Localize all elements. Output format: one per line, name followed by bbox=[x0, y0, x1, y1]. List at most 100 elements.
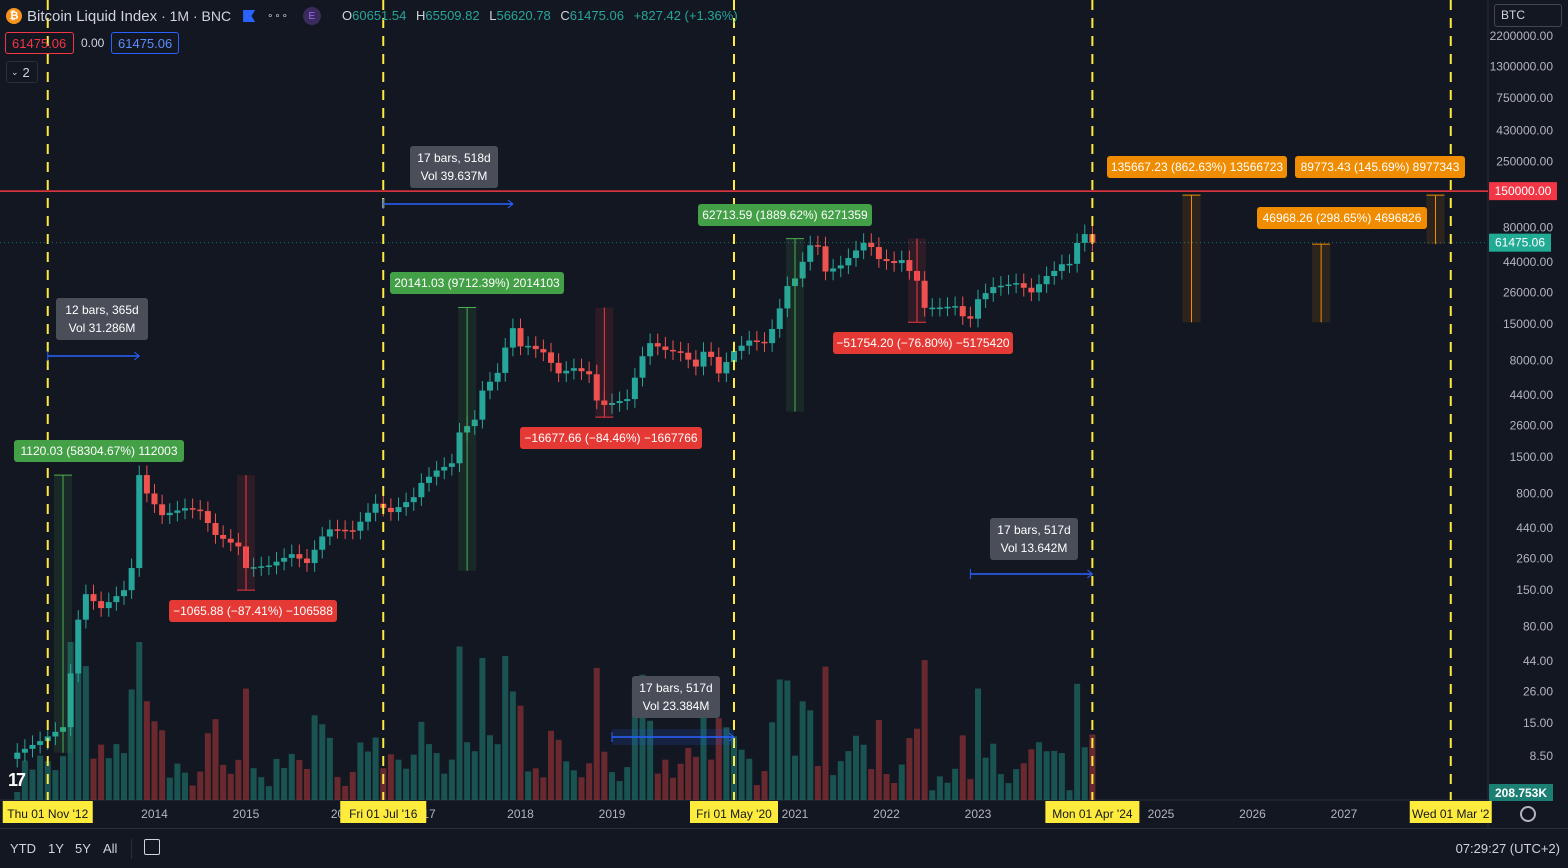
volume-bar bbox=[761, 771, 768, 800]
interval-exchange[interactable]: · 1M · BNC bbox=[161, 8, 232, 24]
candle-body bbox=[647, 343, 654, 357]
range-5y-button[interactable]: 5Y bbox=[75, 841, 91, 856]
price-tick-label: 800.00 bbox=[1516, 486, 1553, 500]
volume-bar bbox=[822, 666, 829, 800]
candle-body bbox=[853, 250, 859, 259]
candle-body bbox=[1051, 270, 1058, 277]
measure-label-text: 89773.43 (145.69%) 8977343 bbox=[1301, 160, 1460, 174]
price-tick-label: 1500.00 bbox=[1510, 450, 1554, 464]
candle-body bbox=[319, 536, 326, 550]
candle-body bbox=[151, 493, 158, 505]
candle-body bbox=[700, 351, 707, 367]
candle-body bbox=[715, 356, 722, 374]
volume-bar bbox=[37, 755, 44, 800]
volume-bar bbox=[372, 737, 379, 800]
volume-bar bbox=[1020, 763, 1027, 800]
price-tick-label: 440.00 bbox=[1516, 521, 1553, 535]
volume-bar bbox=[494, 744, 501, 800]
volume-bar bbox=[273, 758, 280, 800]
symbol-title[interactable]: Bitcoin Liquid Index bbox=[27, 7, 158, 25]
volume-bar bbox=[616, 781, 623, 800]
date-range-vol-text: Vol 23.384M bbox=[643, 699, 710, 713]
volume-bar bbox=[311, 715, 318, 800]
range-all-button[interactable]: All bbox=[103, 841, 118, 856]
candle-body bbox=[746, 340, 753, 346]
date-range-arrow bbox=[1087, 569, 1094, 579]
spread-value: 0.00 bbox=[81, 36, 105, 50]
candle-body bbox=[738, 345, 745, 351]
measure-label-text: −51754.20 (−76.80%) −5175420 bbox=[836, 336, 1009, 350]
candle-body bbox=[517, 328, 524, 347]
candle-body bbox=[342, 529, 349, 532]
candle-body bbox=[410, 497, 417, 503]
earnings-badge[interactable]: E bbox=[302, 7, 321, 25]
volume-bar bbox=[769, 722, 776, 800]
gear-icon[interactable] bbox=[1520, 806, 1536, 822]
volume-bar bbox=[586, 763, 593, 800]
volume-bar bbox=[1058, 753, 1065, 800]
price-tick-label: 44.00 bbox=[1523, 654, 1553, 668]
candle-body bbox=[883, 259, 890, 262]
scale-symbol-box[interactable]: BTC bbox=[1494, 4, 1562, 27]
more-icon[interactable]: ∘∘∘ bbox=[267, 10, 289, 22]
time-tick-label: 2022 bbox=[873, 807, 900, 821]
volume-bar bbox=[814, 766, 821, 800]
candle-body bbox=[281, 557, 288, 562]
volume-bar bbox=[952, 768, 959, 800]
volume-bar bbox=[906, 738, 913, 800]
candle-body bbox=[426, 476, 432, 483]
date-range-vol-text: Vol 39.637M bbox=[421, 169, 488, 183]
marker-date-tag bbox=[690, 801, 778, 823]
volume-bar bbox=[982, 757, 989, 800]
candle-body bbox=[418, 482, 425, 498]
flag-icon[interactable] bbox=[243, 10, 256, 22]
price-tick-label: 2200000.00 bbox=[1490, 29, 1554, 43]
volume-bar bbox=[570, 770, 577, 800]
volume-bar bbox=[944, 782, 951, 800]
candle-body bbox=[197, 509, 204, 512]
candle-body bbox=[128, 568, 135, 591]
measure-label-bg bbox=[1257, 207, 1427, 229]
calendar-icon[interactable] bbox=[144, 839, 160, 855]
volume-bar bbox=[929, 790, 936, 800]
volume-bar bbox=[395, 759, 402, 800]
candle-body bbox=[304, 558, 310, 564]
hline-price-tag bbox=[1489, 182, 1557, 201]
range-1y-button[interactable]: 1Y bbox=[48, 841, 64, 856]
clock-display[interactable]: 07:29:27 (UTC+2) bbox=[1455, 841, 1560, 856]
symbol-header[interactable]: ₿ Bitcoin Liquid Index · 1M · BNC ∘∘∘ E bbox=[6, 5, 321, 27]
volume-bar bbox=[517, 705, 524, 800]
candle-body bbox=[631, 377, 638, 400]
collapse-indicators-button[interactable]: ⌄ 2 bbox=[6, 61, 38, 83]
range-ytd-button[interactable]: YTD bbox=[10, 841, 36, 856]
measure-label-bg bbox=[698, 204, 872, 226]
volume-bar bbox=[936, 776, 943, 800]
candle-body bbox=[753, 340, 760, 343]
volume-bar bbox=[258, 777, 265, 800]
candle-body bbox=[174, 510, 181, 513]
volume-bar bbox=[990, 743, 997, 800]
candle-body bbox=[90, 594, 97, 602]
ohlc-close-label: C bbox=[560, 8, 570, 23]
candle-body bbox=[311, 549, 318, 564]
sell-price-button[interactable]: 61475.06 bbox=[5, 32, 74, 54]
date-range-arrow bbox=[728, 732, 735, 742]
candle-body bbox=[723, 362, 730, 374]
candle-body bbox=[769, 328, 776, 344]
marker-date-text: Mon 01 Apr '24 bbox=[1052, 807, 1133, 821]
time-tick-label: 2026 bbox=[1239, 807, 1266, 821]
candle-body bbox=[189, 508, 196, 510]
volume-bar bbox=[334, 776, 341, 800]
time-tick-label: 2015 bbox=[233, 807, 260, 821]
buy-price-button[interactable]: 61475.06 bbox=[111, 32, 179, 54]
volume-bar bbox=[723, 727, 730, 800]
hline-price-text: 150000.00 bbox=[1495, 184, 1552, 198]
date-range-arrow bbox=[507, 199, 514, 209]
candle-body bbox=[212, 523, 219, 535]
volume-bar bbox=[700, 707, 707, 800]
candle-body bbox=[403, 502, 410, 508]
candle-body bbox=[250, 567, 257, 569]
volume-bar bbox=[525, 771, 532, 800]
candle-body bbox=[532, 345, 539, 350]
